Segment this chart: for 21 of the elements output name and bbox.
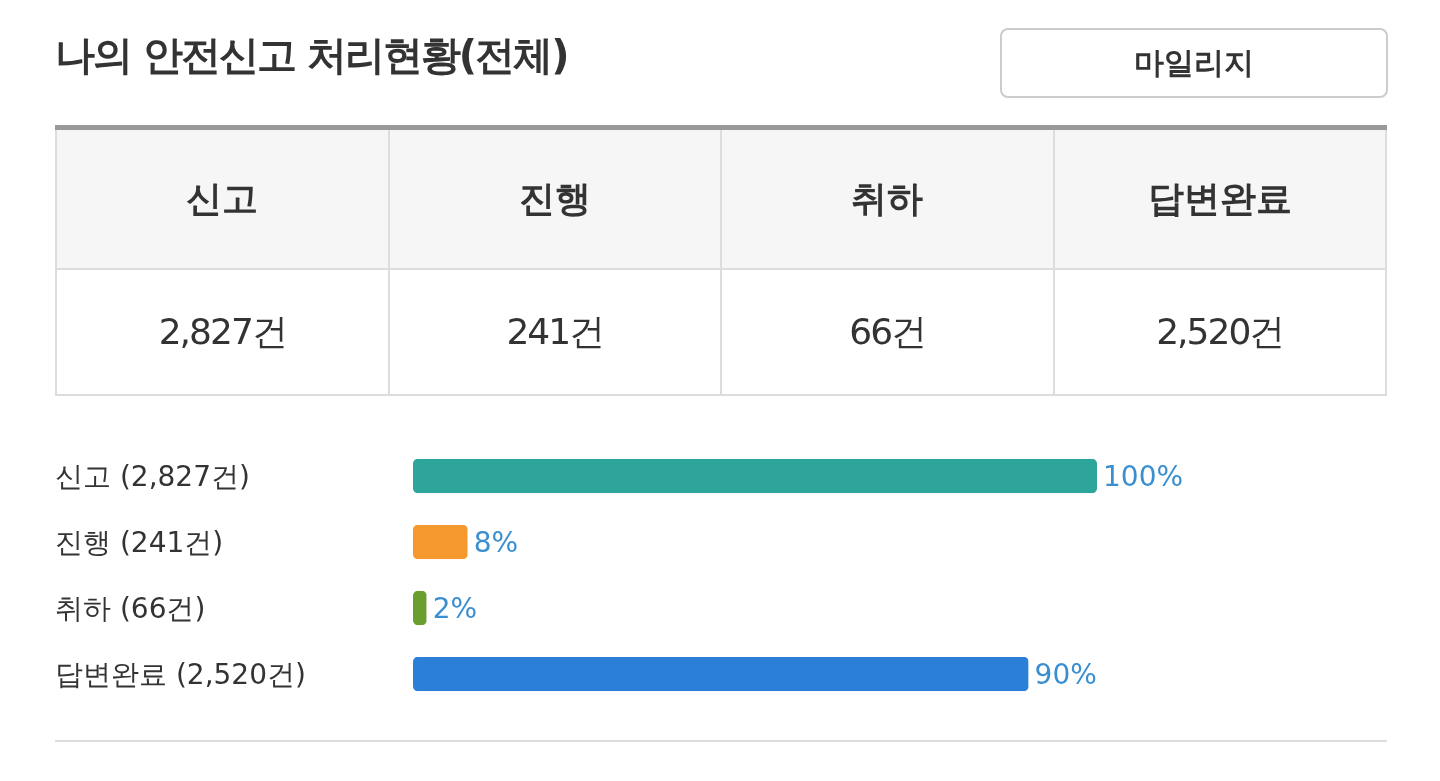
- category-label: 신고: [56, 127, 389, 269]
- text: 241건: [388, 269, 721, 395]
- bar: [413, 458, 1097, 494]
- category-label: 취하: [721, 127, 1054, 269]
- text: 66건: [721, 269, 1054, 395]
- bar: [413, 524, 468, 560]
- data-label: 8%: [473, 526, 519, 559]
- text: 마일리지: [1000, 28, 1388, 98]
- category-label: 진행: [388, 127, 721, 269]
- y-tick-label: 취하 (66건): [55, 592, 206, 625]
- data-label: 2%: [432, 592, 478, 625]
- text: 나의 안전신고 처리현황(전체): [55, 31, 568, 80]
- text: 2,827건: [56, 269, 389, 395]
- y-tick-label: 답변완료 (2,520건): [55, 658, 306, 691]
- y-tick-label: 신고 (2,827건): [55, 460, 250, 493]
- data-label: 100%: [1103, 460, 1184, 493]
- data-label: 90%: [1034, 658, 1097, 691]
- bar: [413, 656, 1029, 692]
- y-tick-label: 진행 (241건): [55, 526, 224, 559]
- category-label: 답변완료: [1053, 127, 1386, 269]
- text: 2,520건: [1053, 269, 1386, 395]
